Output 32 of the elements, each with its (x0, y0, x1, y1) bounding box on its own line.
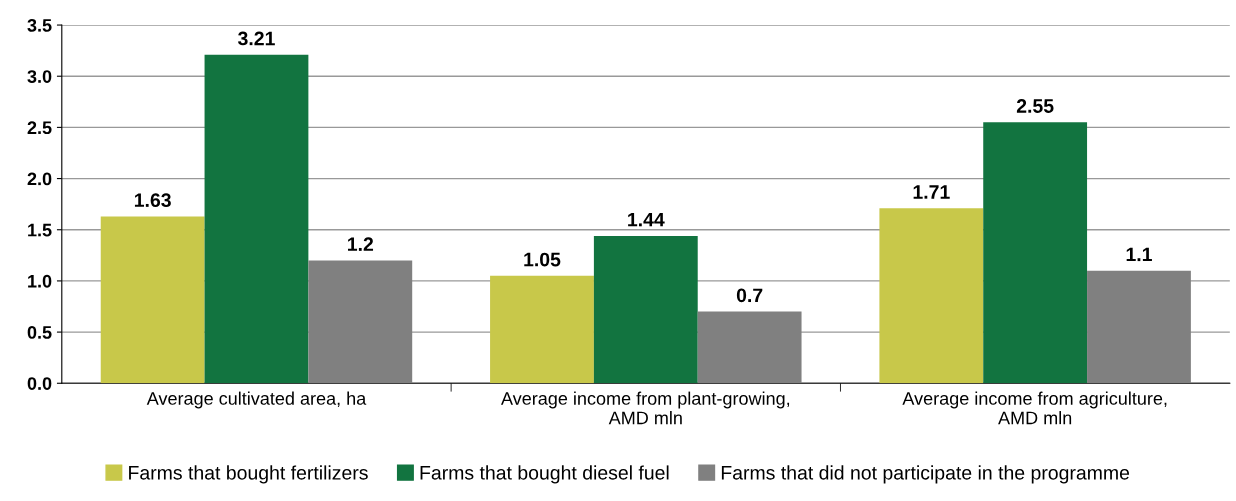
bar (100, 216, 205, 384)
legend-label: Farms that bought fertilizers (129, 465, 368, 484)
data-label: 1.63 (134, 193, 171, 208)
bar (308, 260, 413, 384)
y-tick-label: 0.5 (27, 326, 52, 339)
data-label: 0.7 (736, 288, 763, 303)
data-label: 2.55 (1016, 99, 1054, 113)
data-label: 1.2 (348, 237, 374, 251)
bar (593, 235, 698, 384)
y-tick-label: 3.5 (27, 18, 52, 32)
bar (697, 311, 802, 384)
x-tick-label: Average cultivated area, ha (146, 391, 367, 409)
bar (1087, 270, 1191, 384)
legend-label: Farms that bought diesel fuel (420, 465, 669, 484)
y-tick-label: 2.0 (27, 172, 52, 186)
data-label: 1.71 (913, 185, 950, 199)
data-label: 1.05 (524, 252, 561, 267)
bar (983, 122, 1088, 384)
bar (879, 208, 984, 384)
data-label: 3.21 (238, 31, 275, 46)
data-label: 1.1 (1126, 247, 1152, 262)
x-tick-label: Average income from plant-growing, AMD mln (501, 391, 790, 425)
bar (204, 54, 309, 384)
y-tick-label: 2.5 (27, 121, 52, 135)
legend-label: Farms that did not participate in the programme (721, 465, 1130, 484)
x-tick-label: Average income from agriculture, AMD mln (902, 391, 1167, 425)
data-label: 1.44 (628, 212, 665, 227)
y-tick-label: 0.0 (27, 377, 52, 390)
y-tick-label: 1.0 (28, 274, 52, 288)
bar (490, 275, 594, 384)
y-tick-label: 3.0 (27, 70, 52, 83)
y-tick-label: 1.5 (28, 223, 52, 237)
